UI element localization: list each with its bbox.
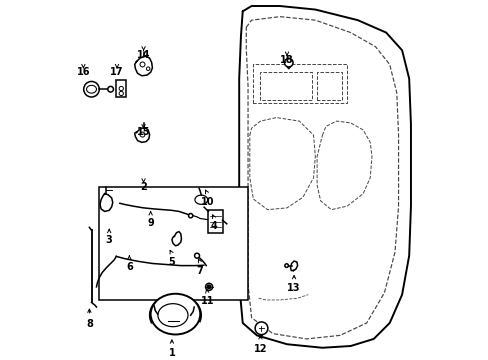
Ellipse shape — [158, 304, 187, 327]
Circle shape — [119, 86, 123, 91]
Circle shape — [119, 91, 123, 96]
Ellipse shape — [86, 85, 96, 93]
Circle shape — [207, 285, 210, 289]
Text: 13: 13 — [287, 283, 300, 293]
Circle shape — [107, 86, 113, 92]
Circle shape — [146, 67, 150, 71]
Bar — [99, 186, 247, 300]
Text: 9: 9 — [147, 218, 154, 228]
Text: 10: 10 — [200, 197, 214, 207]
Text: 2: 2 — [140, 183, 146, 192]
Text: 18: 18 — [280, 55, 293, 65]
Circle shape — [205, 283, 212, 291]
Circle shape — [140, 62, 144, 67]
Text: 12: 12 — [253, 343, 266, 354]
Text: 1: 1 — [168, 348, 175, 358]
Text: 4: 4 — [211, 221, 217, 231]
Text: 15: 15 — [137, 127, 150, 138]
Circle shape — [255, 322, 267, 335]
Text: 8: 8 — [86, 319, 93, 329]
Text: 6: 6 — [126, 262, 133, 272]
Text: 7: 7 — [197, 266, 203, 276]
Bar — [208, 210, 222, 233]
Ellipse shape — [150, 294, 200, 334]
Circle shape — [140, 132, 144, 137]
Bar — [116, 80, 126, 97]
Text: 14: 14 — [137, 50, 150, 59]
Text: 5: 5 — [168, 257, 175, 267]
Circle shape — [194, 253, 199, 258]
Text: 11: 11 — [200, 296, 214, 306]
Circle shape — [284, 58, 292, 67]
Circle shape — [285, 264, 288, 267]
Circle shape — [188, 213, 192, 218]
Text: 3: 3 — [105, 235, 112, 246]
Circle shape — [83, 81, 99, 97]
Text: 16: 16 — [77, 67, 90, 77]
Text: 17: 17 — [110, 67, 123, 77]
